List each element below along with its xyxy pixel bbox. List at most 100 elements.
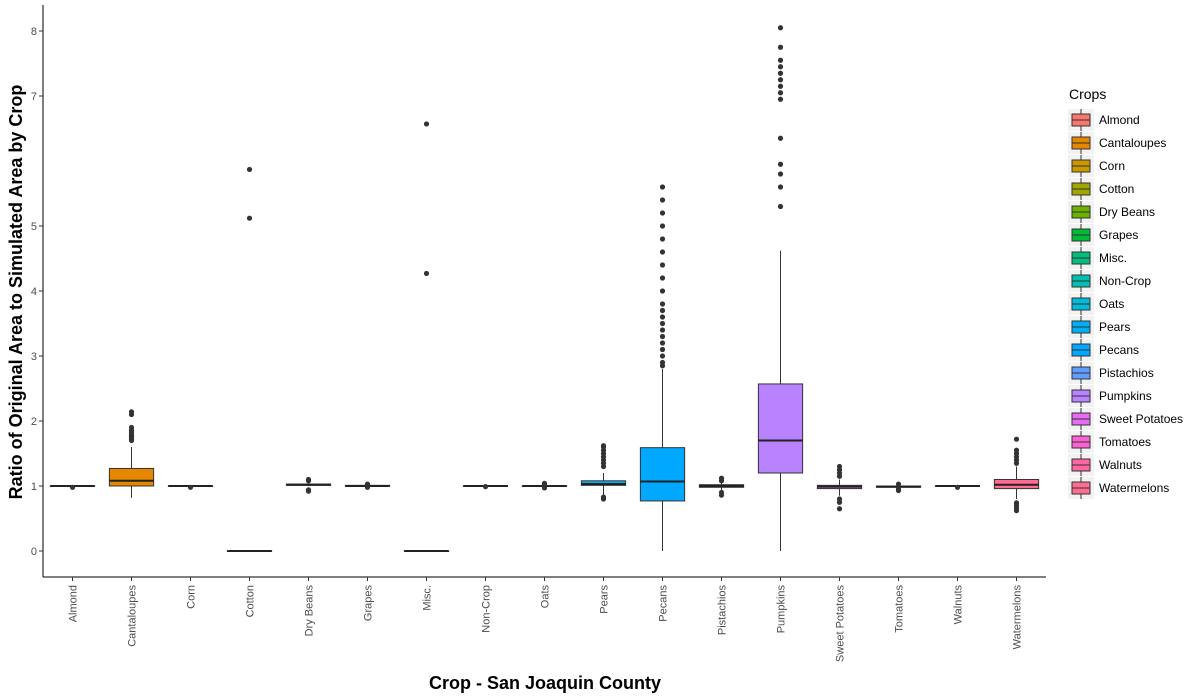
outlier-point (895, 486, 902, 492)
outlier-point (777, 25, 784, 31)
box-cotton (226, 166, 273, 552)
box-pears (580, 443, 627, 502)
legend-label: Dry Beans (1099, 205, 1155, 219)
outlier-point (600, 443, 607, 449)
outlier-point (659, 275, 666, 281)
outlier-point (777, 83, 784, 89)
legend-item: Pumpkins (1068, 385, 1152, 407)
legend-label: Pistachios (1099, 366, 1154, 380)
plot-area (49, 25, 1040, 552)
x-tick-label: Walnuts (953, 585, 965, 625)
box-body (757, 383, 804, 474)
x-tick-label: Misc. (422, 585, 434, 611)
legend-item: Walnuts (1068, 454, 1142, 476)
box-body (639, 447, 686, 502)
outlier-point (659, 301, 666, 307)
outlier-point (541, 480, 548, 486)
y-tick-label: 4 (31, 286, 37, 298)
box-sweet-potatoes (816, 463, 863, 512)
legend-label: Almond (1099, 113, 1140, 127)
outlier-point (187, 484, 194, 490)
outlier-point (128, 409, 135, 415)
legend-label: Sweet Potatoes (1099, 412, 1183, 426)
outlier-point (659, 223, 666, 229)
legend-item: Pecans (1068, 339, 1139, 361)
outlier-point (718, 489, 725, 496)
outlier-point (423, 121, 430, 127)
box-corn (167, 484, 214, 490)
legend-item: Corn (1068, 155, 1125, 177)
box-grapes (344, 481, 391, 490)
box-body (108, 467, 155, 487)
outlier-point (659, 197, 666, 203)
outlier-point (777, 184, 784, 190)
outlier-point (777, 135, 784, 141)
y-axis: 0 1 2 3 4 5 7 8 (31, 5, 44, 577)
box-walnuts (934, 484, 981, 490)
outlier-point (69, 484, 76, 490)
outlier-point (777, 70, 784, 76)
outlier-point (836, 496, 843, 502)
outlier-point (600, 494, 607, 500)
y-tick-label: 3 (31, 351, 37, 363)
legend-label: Pecans (1099, 343, 1139, 357)
box-pistachios (698, 475, 745, 498)
y-tick-label: 1 (31, 481, 37, 493)
legend-label: Oats (1099, 297, 1124, 311)
legend: Crops Almond Cantaloupes Corn Cotton Dry Bea… (1068, 86, 1183, 499)
x-tick-label: Pecans (658, 585, 670, 622)
legend-title: Crops (1069, 86, 1106, 102)
box-pecans (639, 184, 686, 551)
legend-item: Pears (1068, 316, 1130, 338)
outlier-point (777, 161, 784, 167)
legend-item: Grapes (1068, 224, 1138, 246)
x-tick-label: Almond (68, 585, 80, 622)
outlier-point (659, 184, 666, 190)
outlier-point (777, 57, 784, 63)
outlier-point (659, 327, 666, 333)
x-tick-label: Corn (186, 585, 198, 609)
y-tick-label: 0 (31, 546, 37, 558)
legend-item: Misc. (1068, 247, 1127, 269)
legend-item: Almond (1068, 109, 1140, 131)
y-tick-label: 5 (31, 221, 37, 233)
outlier-point (423, 270, 430, 277)
outlier-point (777, 77, 784, 83)
legend-item: Cantaloupes (1068, 132, 1166, 154)
outlier-point (246, 215, 253, 221)
outlier-point (482, 484, 489, 490)
outlier-point (659, 320, 666, 327)
outlier-point (659, 359, 666, 366)
box-cantaloupes (108, 409, 155, 498)
legend-item: Dry Beans (1068, 201, 1155, 223)
legend-item: Sweet Potatoes (1068, 408, 1183, 430)
legend-label: Misc. (1099, 251, 1127, 265)
outlier-point (659, 262, 666, 268)
legend-label: Pumpkins (1099, 389, 1152, 403)
box-non-crop (462, 484, 509, 490)
outlier-point (836, 463, 843, 470)
outlier-point (1013, 500, 1020, 506)
legend-item: Tomatoes (1068, 431, 1151, 453)
outlier-point (718, 475, 725, 481)
outlier-point (777, 171, 784, 177)
outlier-point (1013, 447, 1020, 453)
legend-label: Corn (1099, 159, 1125, 173)
outlier-point (777, 90, 784, 96)
outlier-point (659, 333, 666, 340)
box-misc (403, 121, 450, 552)
outlier-point (659, 210, 666, 216)
legend-label: Cotton (1099, 182, 1134, 196)
outlier-point (659, 340, 666, 346)
x-tick-label: Pistachios (717, 585, 729, 636)
x-axis-title: Crop - San Joaquin County (429, 673, 661, 693)
box-tomatoes (875, 481, 922, 494)
x-tick-label: Watermelons (1012, 585, 1024, 650)
outlier-point (777, 44, 784, 50)
x-tick-label: Non-Crop (481, 585, 493, 633)
x-tick-label: Dry Beans (304, 585, 316, 637)
outlier-point (895, 481, 902, 487)
outlier-point (1013, 436, 1020, 442)
x-axis: Almond Cantaloupes Corn Cotton Dry Beans Grap… (43, 576, 1046, 662)
legend-item: Pistachios (1068, 362, 1154, 384)
